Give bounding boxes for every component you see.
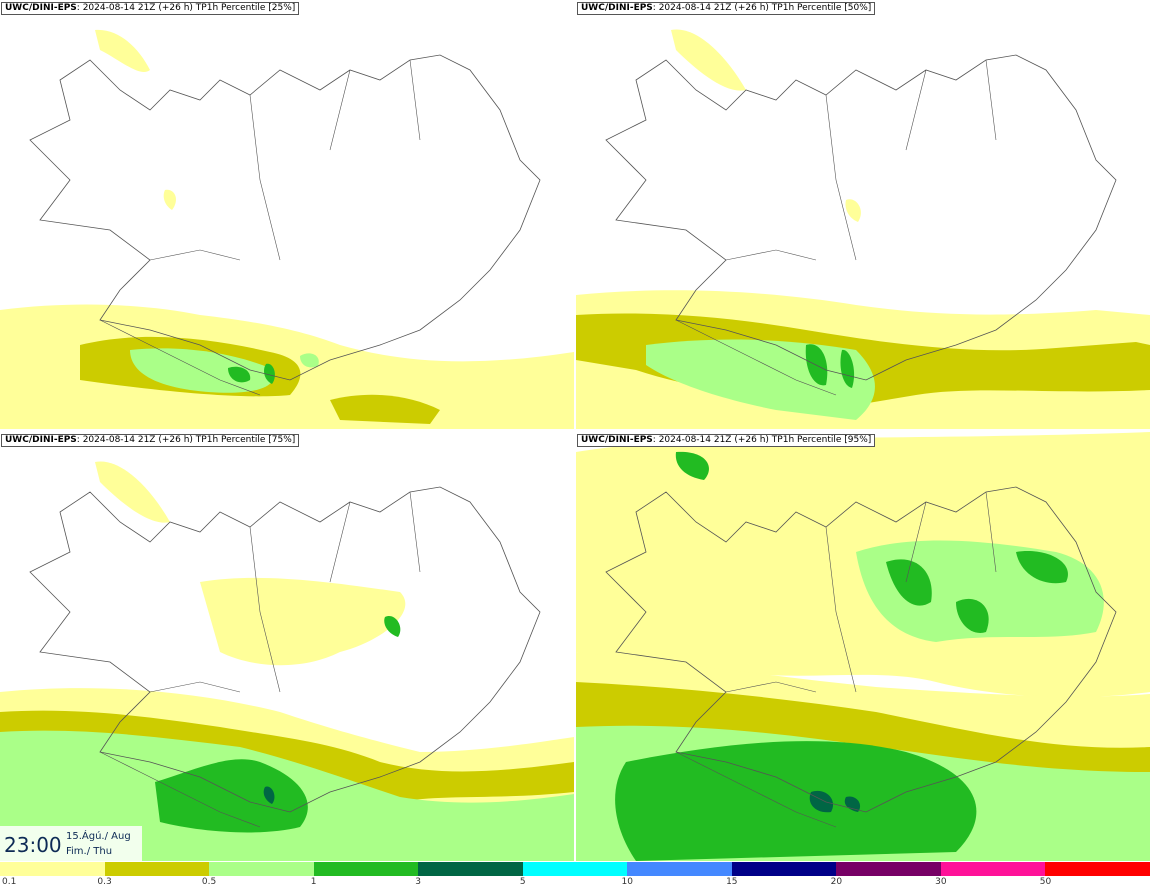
colorbar-swatch [1045, 862, 1150, 876]
colorbar-tick-label: 15 [726, 877, 738, 887]
precip-map-95 [576, 432, 1150, 861]
colorbar-tick-label: 0.5 [201, 877, 217, 887]
map-panel-25: UWC/DINI-EPS: 2024-08-14 21Z (+26 h) TP1… [0, 0, 574, 429]
colorbar-swatch [836, 862, 941, 876]
precip-map-50 [576, 29, 1150, 429]
colorbar-swatch [0, 862, 105, 876]
colorbar-tick-label: 1 [310, 877, 317, 887]
colorbar-tick-label: 50 [1039, 877, 1052, 887]
panel-title: UWC/DINI-EPS: 2024-08-14 21Z (+26 h) TP1… [1, 2, 300, 15]
panel-title: UWC/DINI-EPS: 2024-08-14 21Z (+26 h) TP1… [577, 434, 876, 447]
precip-map-75 [0, 461, 574, 861]
map-panel-95: UWC/DINI-EPS: 2024-08-14 21Z (+26 h) TP1… [576, 432, 1150, 861]
colorbar-swatch [104, 862, 210, 876]
map-panel-50: UWC/DINI-EPS: 2024-08-14 21Z (+26 h) TP1… [576, 0, 1150, 429]
colorbar [0, 862, 1150, 876]
panel-title: UWC/DINI-EPS: 2024-08-14 21Z (+26 h) TP1… [1, 434, 300, 447]
colorbar-tick-label: 0.3 [97, 877, 112, 887]
colorbar-tick-label: 10 [621, 877, 633, 887]
colorbar-swatch [209, 862, 314, 876]
colorbar-swatch [313, 862, 419, 876]
colorbar-ticks: 0.1 0.3 0.5 1 3 5 10 15 20 30 50 [0, 877, 1150, 889]
colorbar-swatch [731, 862, 837, 876]
precip-map-25 [0, 29, 574, 429]
map-panel-75: UWC/DINI-EPS: 2024-08-14 21Z (+26 h) TP1… [0, 432, 574, 861]
colorbar-tick-label: 30 [935, 877, 947, 887]
valid-date-line1: 15.Ágú./ Aug [66, 831, 131, 842]
colorbar-swatch [522, 862, 628, 876]
colorbar-swatch [418, 862, 523, 876]
panel-title: UWC/DINI-EPS: 2024-08-14 21Z (+26 h) TP1… [577, 2, 876, 15]
valid-date-line2: Fim./ Thu [66, 846, 113, 857]
colorbar-tick-label: 0.1 [2, 877, 17, 887]
valid-time: 23:00 [4, 833, 62, 857]
colorbar-tick-label: 3 [415, 877, 422, 887]
colorbar-tick-label: 20 [830, 877, 843, 887]
colorbar-tick-label: 5 [519, 877, 526, 887]
colorbar-swatch [627, 862, 732, 876]
colorbar-swatch [940, 862, 1046, 876]
valid-time-box: 23:00 15.Ágú./ Aug Fim./ Thu [0, 826, 142, 862]
